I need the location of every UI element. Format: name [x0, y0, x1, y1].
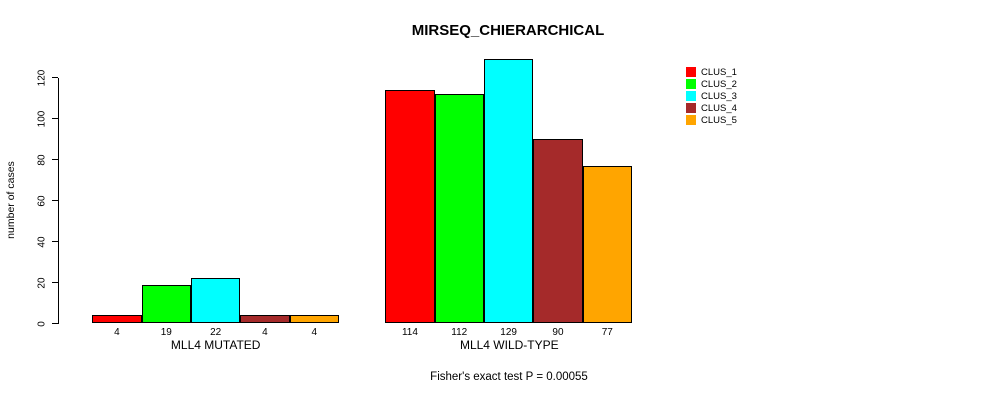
bar-value-label: 77 [601, 326, 613, 338]
bar-clus_4-group1 [240, 315, 290, 324]
y-axis-tick [51, 282, 58, 284]
bar-clus_1-group1 [92, 315, 142, 324]
y-axis-tick-label: 0 [36, 320, 48, 327]
group-label-mll4-wild-type: MLL4 WILD-TYPE [459, 338, 559, 352]
bar-value-label: 129 [500, 326, 517, 338]
legend-swatch-icon [686, 91, 696, 101]
bar-clus_4-group2 [533, 139, 583, 324]
y-axis-tick [51, 200, 58, 202]
y-axis-tick [51, 241, 58, 243]
bar-value-label: 4 [311, 326, 318, 338]
y-axis-tick-label: 60 [36, 195, 48, 207]
legend-label: CLUS_5 [701, 114, 737, 126]
y-axis-label: number of cases [5, 161, 17, 239]
bar-value-label: 19 [160, 326, 172, 338]
bar-clus_3-group2 [483, 59, 534, 324]
bar-value-label: 112 [451, 326, 468, 338]
legend-label: CLUS_2 [701, 78, 737, 90]
legend-item-clus_3: CLUS_3 [686, 90, 737, 102]
bar-value-label: 90 [552, 326, 564, 338]
bar-clus_5-group1 [289, 315, 339, 324]
bar-value-label: 4 [262, 326, 268, 338]
y-axis-tick [51, 159, 58, 161]
y-axis-tick [51, 77, 58, 79]
y-axis-tick-label: 120 [36, 69, 48, 87]
footer-stat-note: Fisher's exact test P = 0.00055 [430, 371, 588, 383]
y-axis-tick [51, 118, 58, 120]
bar-clus_2-group1 [141, 284, 191, 324]
legend-item-clus_5: CLUS_5 [686, 114, 737, 126]
legend-label: CLUS_3 [701, 90, 737, 102]
bar-clus_3-group1 [190, 278, 241, 324]
legend-swatch-icon [686, 67, 696, 77]
bar-clus_5-group2 [582, 165, 632, 324]
legend-swatch-icon [686, 115, 696, 125]
y-axis-tick-label: 40 [36, 236, 48, 248]
legend-swatch-icon [686, 79, 696, 89]
legend-item-clus_2: CLUS_2 [686, 78, 737, 90]
bar-clus_1-group2 [385, 89, 435, 324]
y-axis-tick-label: 80 [36, 154, 48, 166]
legend-item-clus_4: CLUS_4 [686, 102, 737, 114]
legend-label: CLUS_1 [701, 66, 737, 78]
chart-title: MIRSEQ_CHIERARCHICAL [411, 22, 605, 39]
y-axis-tick [51, 323, 58, 325]
bar-value-label: 22 [210, 326, 222, 338]
bar-value-label: 4 [114, 326, 120, 338]
legend: CLUS_1 CLUS_2 CLUS_3 CLUS_4 CLUS_5 [686, 66, 737, 126]
y-axis-line [57, 77, 59, 324]
legend-item-clus_1: CLUS_1 [686, 66, 737, 78]
group-label-mll4-mutated: MLL4 MUTATED [170, 338, 261, 352]
y-axis-tick-label: 100 [36, 110, 48, 127]
legend-label: CLUS_4 [701, 102, 737, 114]
y-axis-tick-label: 20 [36, 276, 48, 289]
bar-value-label: 114 [401, 326, 418, 338]
legend-swatch-icon [686, 103, 696, 113]
bar-clus_2-group2 [434, 94, 484, 324]
